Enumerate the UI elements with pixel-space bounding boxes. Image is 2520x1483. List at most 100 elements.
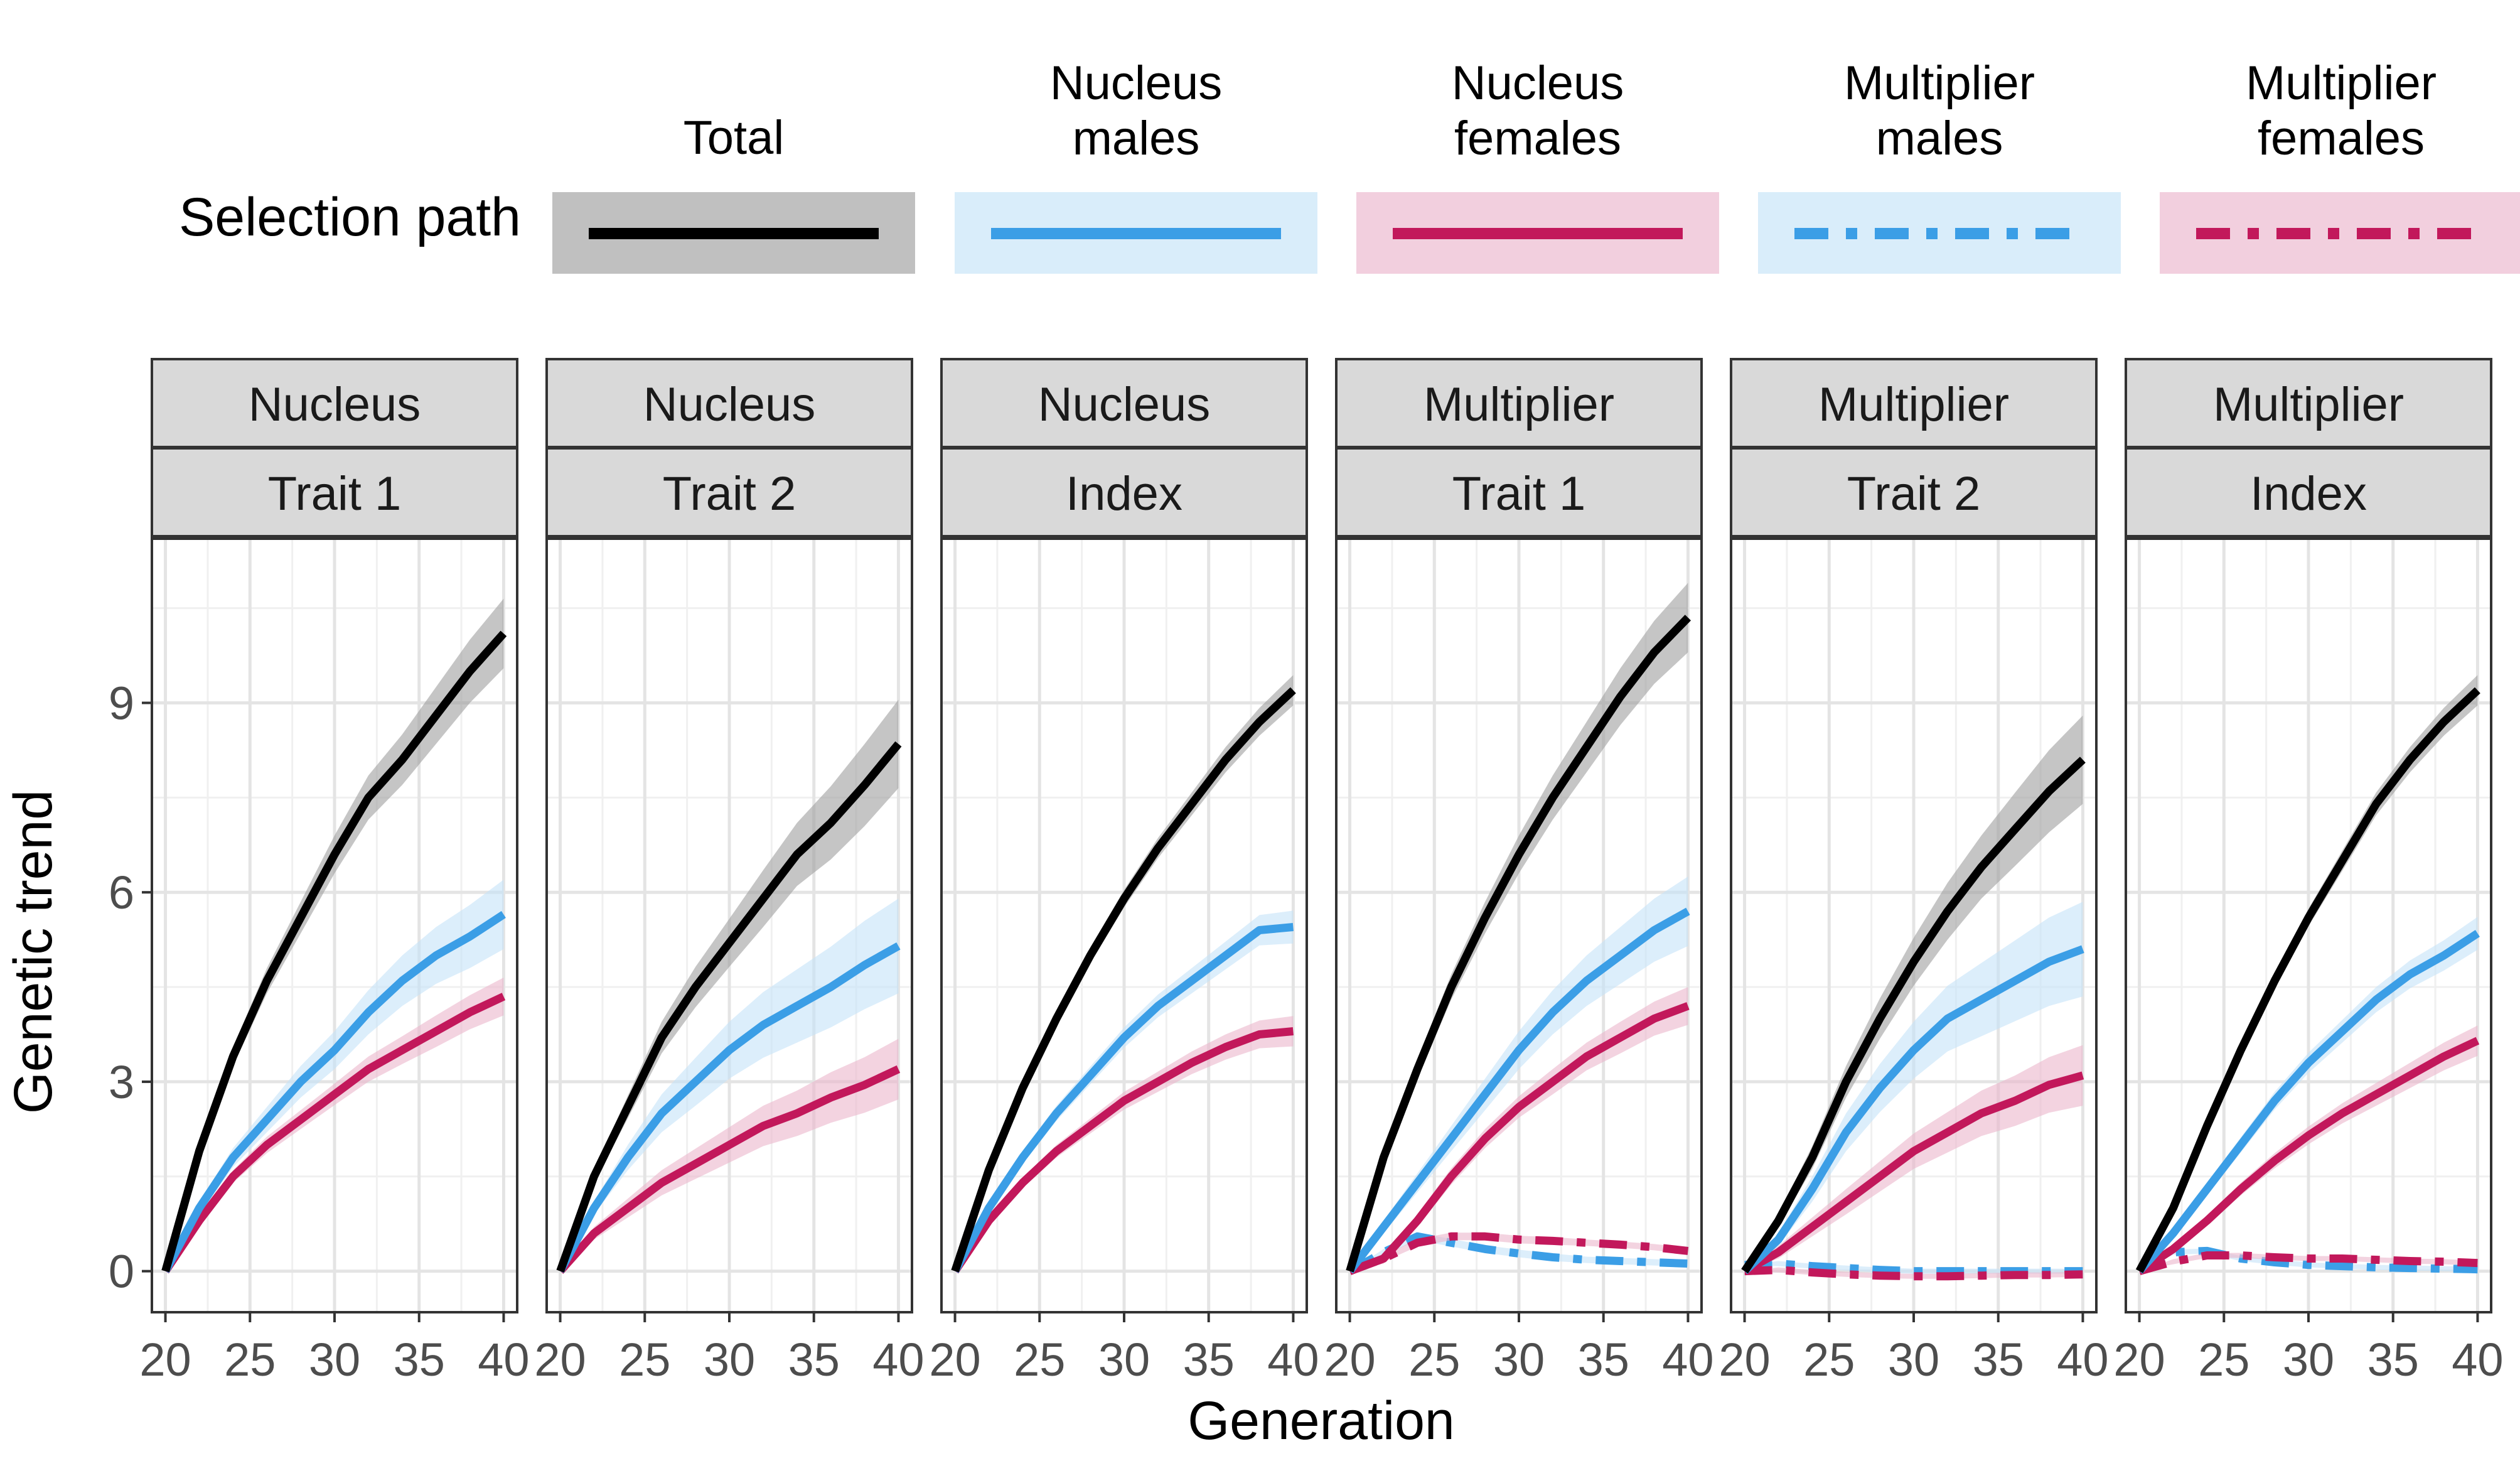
legend-label: Multiplier [2246, 57, 2437, 110]
series-line-total [2135, 687, 2480, 1273]
x-tick-label: 35 [2367, 1334, 2419, 1386]
series-band-nucleus-males [560, 898, 899, 1271]
x-tick-label: 35 [1183, 1334, 1235, 1386]
x-tick-label: 20 [929, 1334, 980, 1386]
facet-strip-bottom [151, 447, 518, 537]
x-tick-label: 20 [2113, 1334, 2165, 1386]
facet-strip-bottom [545, 447, 913, 537]
x-tick-label: 30 [1888, 1334, 1939, 1386]
series-band-nucleus-females [560, 1038, 899, 1271]
x-tick-label: 35 [788, 1334, 840, 1386]
facet-strip-top [1730, 358, 2098, 448]
x-tick-label: 40 [1662, 1334, 1713, 1386]
series-line-total [1741, 757, 2086, 1274]
series-line-multiplier-males [2137, 1246, 2478, 1275]
series-line-nucleus-males [951, 923, 1294, 1273]
series-band-nucleus-males [165, 880, 504, 1271]
series-band-nucleus-males [1349, 876, 1688, 1271]
x-tick-label: 30 [2283, 1334, 2334, 1386]
legend-label: Nucleus [1050, 57, 1223, 110]
facet-strip-bottom-label: Trait 1 [268, 467, 402, 520]
x-tick-label: 40 [872, 1334, 924, 1386]
x-tick-label: 25 [1014, 1334, 1065, 1386]
legend-label: Multiplier [1844, 57, 2035, 110]
x-tick-label: 30 [309, 1334, 360, 1386]
y-tick-label: 6 [109, 866, 134, 919]
facet-strip-top [1335, 358, 1703, 448]
legend-label: Nucleus [1452, 57, 1624, 110]
facet-strip-bottom-label: Trait 2 [663, 467, 796, 520]
legend-label: Total [684, 111, 785, 164]
x-tick-label: 35 [394, 1334, 445, 1386]
facet-strip-bottom-label: Index [1066, 467, 1182, 520]
y-axis-title: Genetic trend [3, 790, 63, 1114]
y-tick-label: 3 [109, 1056, 134, 1108]
facet-strip-top [545, 358, 913, 448]
series-line-multiplier-females [2138, 1251, 2478, 1275]
facet-strip-top-label: Multiplier [1424, 378, 1614, 431]
series-line-nucleus-females [2137, 1037, 2480, 1275]
series-band-total [955, 675, 1294, 1271]
facet-panel: Nucleus Trait 1 20 25 30 35 40 0 3 6 9 [109, 358, 530, 1386]
x-tick-label: 25 [1803, 1334, 1855, 1386]
x-axis-title: Generation [1188, 1391, 1455, 1451]
facet-strip-top [940, 358, 1308, 448]
x-tick-label: 35 [1578, 1334, 1629, 1386]
x-tick-label: 25 [224, 1334, 276, 1386]
legend-label: females [2258, 112, 2425, 165]
series-line-nucleus-males [2136, 930, 2480, 1274]
x-tick-label: 25 [619, 1334, 670, 1386]
facet-panel: Nucleus Index 20 25 30 35 40 [929, 358, 1319, 1386]
facet-strip-bottom [1335, 447, 1703, 537]
series-line-total [1346, 615, 1692, 1273]
facet-strip-top-label: Nucleus [249, 378, 421, 431]
facet-strip-bottom-label: Trait 2 [1847, 467, 1981, 520]
series-band-total [2139, 675, 2478, 1271]
y-tick-label: 9 [109, 677, 134, 729]
legend-label: males [1876, 112, 2003, 165]
series-band-nucleus-females [165, 978, 504, 1271]
x-tick-label: 20 [1324, 1334, 1375, 1386]
facet-strip-bottom [2125, 447, 2492, 537]
legend-label: males [1073, 112, 1200, 165]
x-tick-label: 40 [1267, 1334, 1319, 1386]
series-line-multiplier-females [1744, 1266, 2083, 1281]
facet-panel: Multiplier Index 20 25 30 35 40 [2113, 358, 2504, 1386]
series-line-nucleus-males [161, 910, 506, 1273]
x-tick-label: 20 [534, 1334, 586, 1386]
x-tick-label: 30 [1493, 1334, 1545, 1386]
x-tick-label: 30 [1098, 1334, 1150, 1386]
x-tick-label: 20 [1718, 1334, 1770, 1386]
facet-strip-top-label: Nucleus [643, 378, 816, 431]
x-tick-label: 35 [1973, 1334, 2024, 1386]
series-line-nucleus-males [1346, 907, 1690, 1274]
legend-item-total: Total [552, 111, 915, 274]
x-tick-label: 20 [139, 1334, 191, 1386]
facet-panels: Nucleus Trait 1 20 25 30 35 40 0 3 6 9 Nucleus Trait… [109, 358, 2504, 1386]
legend-label: females [1454, 112, 1621, 165]
x-tick-label: 40 [2452, 1334, 2503, 1386]
facet-strip-bottom [940, 447, 1308, 537]
series-line-nucleus-females [952, 1027, 1294, 1274]
x-tick-label: 40 [2057, 1334, 2108, 1386]
series-line-nucleus-females [1742, 1071, 2084, 1275]
series-line-multiplier-females [1348, 1232, 1689, 1275]
series-band-multiplier-males [1744, 1261, 2083, 1274]
facet-strip-top [151, 358, 518, 448]
x-tick-label: 25 [1408, 1334, 1460, 1386]
legend-title: Selection path [179, 187, 521, 247]
series-line-nucleus-females [557, 1065, 901, 1274]
facet-strip-bottom [1730, 447, 2098, 537]
legend: Selection path TotalNucleusmalesNucleusf… [179, 57, 2520, 274]
x-tick-label: 40 [478, 1334, 529, 1386]
series-line-nucleus-females [1348, 1002, 1690, 1275]
series-line-nucleus-males [1742, 945, 2084, 1275]
facet-strip-top-label: Multiplier [2213, 378, 2404, 431]
series-line-total [161, 630, 507, 1273]
facet-panel: Multiplier Trait 2 20 25 30 35 40 [1718, 358, 2109, 1386]
